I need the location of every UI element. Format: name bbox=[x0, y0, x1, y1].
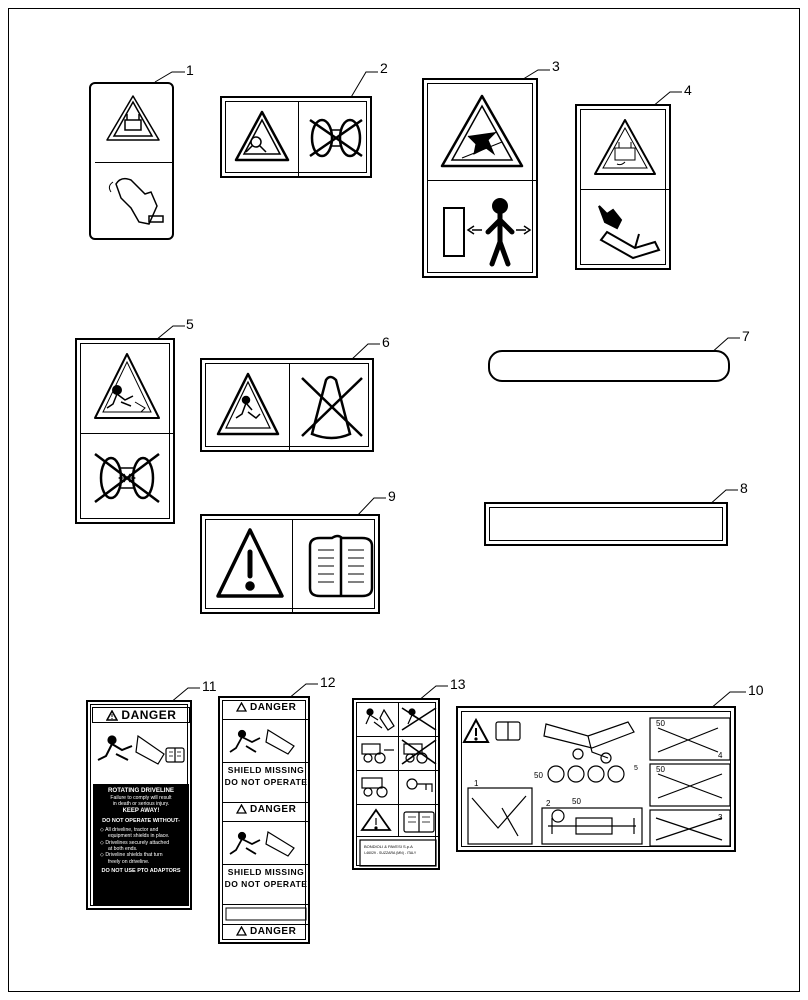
svg-text:I-46029 - SUZZARA (MN) - ITALY: I-46029 - SUZZARA (MN) - ITALY bbox=[364, 851, 417, 855]
callout-2: 2 bbox=[380, 60, 388, 76]
decal-5 bbox=[75, 338, 175, 524]
svg-text:50: 50 bbox=[534, 771, 543, 780]
danger-mid: DANGER bbox=[224, 804, 308, 815]
danger-top: DANGER bbox=[224, 702, 308, 713]
decal-7 bbox=[488, 350, 730, 382]
svg-text:5: 5 bbox=[634, 765, 638, 772]
danger-bottom: DANGER bbox=[224, 926, 308, 937]
decal-9 bbox=[200, 514, 380, 614]
callout-10: 10 bbox=[748, 682, 764, 698]
svg-text:50: 50 bbox=[572, 797, 581, 806]
danger-header: DANGER bbox=[92, 707, 190, 723]
callout-1: 1 bbox=[186, 62, 194, 78]
shield-missing-1: SHIELD MISSING DO NOT OPERATE bbox=[224, 766, 308, 788]
callout-8: 8 bbox=[740, 480, 748, 496]
callout-9: 9 bbox=[388, 488, 396, 504]
svg-text:1: 1 bbox=[474, 779, 479, 788]
callout-13: 13 bbox=[450, 676, 466, 692]
callout-12: 12 bbox=[320, 674, 336, 690]
decal-13: BONDIOLI & PAVESI S.p.A I-46029 - SUZZAR… bbox=[352, 698, 440, 870]
callout-4: 4 bbox=[684, 82, 692, 98]
callout-3: 3 bbox=[552, 58, 560, 74]
shield-missing-2: SHIELD MISSING DO NOT OPERATE bbox=[224, 868, 308, 890]
svg-text:2: 2 bbox=[546, 799, 551, 808]
danger-body: ROTATING DRIVELINE Failure to comply wil… bbox=[93, 784, 189, 906]
svg-text:4: 4 bbox=[718, 751, 723, 760]
decal-6 bbox=[200, 358, 374, 452]
decal-11: DANGER ROTATING DRIVELINE Failure to com… bbox=[86, 700, 192, 910]
callout-11: 11 bbox=[202, 678, 217, 694]
svg-text:BONDIOLI & PAVESI S.p.A: BONDIOLI & PAVESI S.p.A bbox=[364, 844, 413, 849]
decal-8 bbox=[484, 502, 728, 546]
decal-2 bbox=[220, 96, 372, 178]
svg-text:3: 3 bbox=[718, 813, 723, 822]
callout-5: 5 bbox=[186, 316, 194, 332]
decal-12: DANGER SHIELD MISSING DO NOT OPERATE DAN… bbox=[218, 696, 310, 944]
decal-4 bbox=[575, 104, 671, 270]
decal-1 bbox=[89, 82, 174, 240]
decal-10: 50 50 50 50 1 2 4 3 5 bbox=[456, 706, 736, 852]
callout-7: 7 bbox=[742, 328, 750, 344]
callout-6: 6 bbox=[382, 334, 390, 350]
decal-3 bbox=[422, 78, 538, 278]
svg-text:50: 50 bbox=[656, 765, 665, 774]
svg-text:50: 50 bbox=[656, 719, 665, 728]
